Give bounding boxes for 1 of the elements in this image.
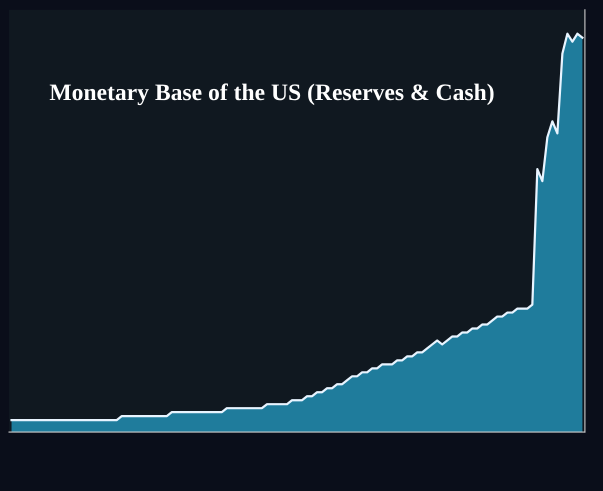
text: Monetary Base of the US (Reserves & Cash) bbox=[50, 83, 494, 106]
